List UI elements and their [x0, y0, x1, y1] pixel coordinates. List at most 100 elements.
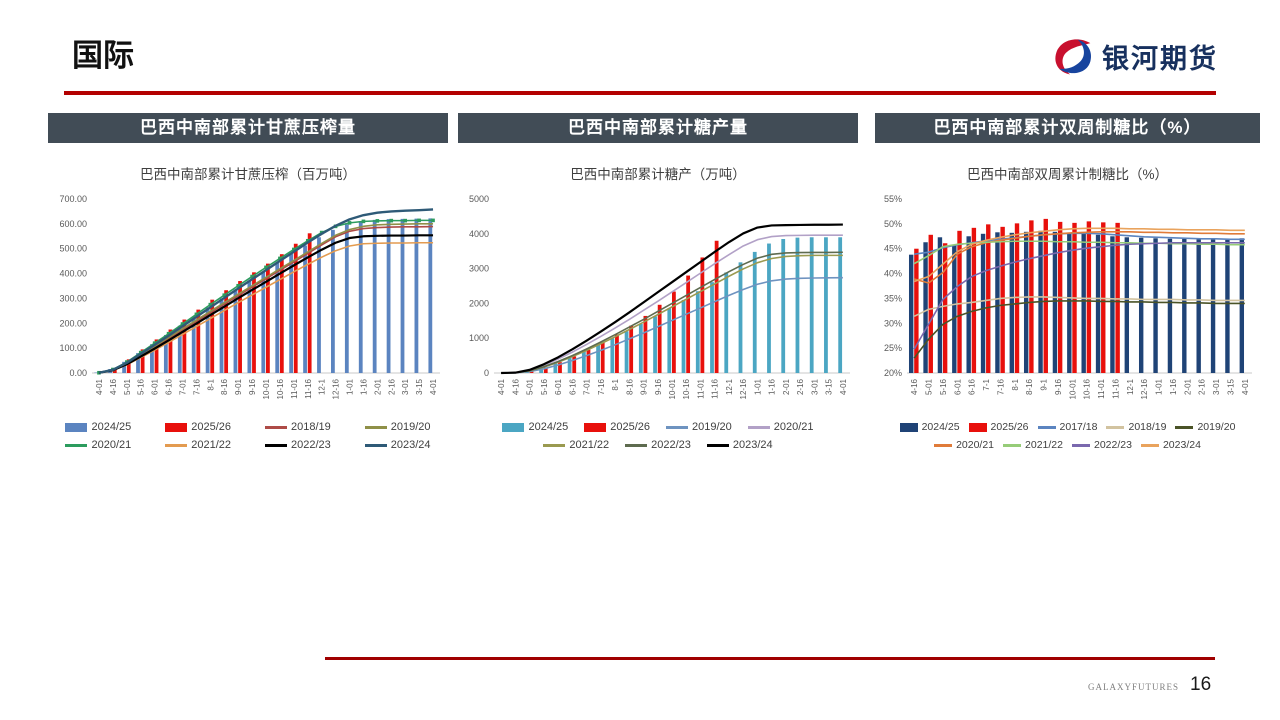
svg-text:2-16: 2-16: [387, 378, 396, 395]
svg-text:6-01: 6-01: [151, 378, 160, 395]
svg-text:1-01: 1-01: [753, 378, 762, 395]
svg-text:10-01: 10-01: [262, 378, 271, 399]
legend-item-2019/20: 2019/20: [666, 421, 732, 433]
svg-text:1-16: 1-16: [1169, 378, 1178, 395]
svg-text:4-16: 4-16: [109, 378, 118, 395]
legend-item-2022/23: 2022/23: [265, 439, 331, 451]
legend-label: 2022/23: [291, 439, 331, 451]
svg-text:2-16: 2-16: [796, 378, 805, 395]
svg-text:700.00: 700.00: [59, 194, 87, 204]
legend-swatch: [1106, 425, 1125, 429]
legend-swatch: [968, 422, 987, 432]
panel-cane-crush: 巴西中南部累计甘蔗压榨量 巴西中南部累计甘蔗压榨（百万吨） 0.00 100.00…: [48, 113, 448, 457]
line-2023/24: [501, 223, 843, 375]
legend-item-2025/26: 2025/26: [584, 421, 650, 433]
legend-label: 2018/19: [291, 421, 331, 433]
svg-text:4000: 4000: [469, 229, 489, 239]
bars-2024/25: [510, 237, 843, 373]
svg-text:8-1: 8-1: [611, 378, 620, 390]
svg-text:40%: 40%: [884, 269, 902, 279]
line-2021/22: [913, 240, 1245, 265]
svg-text:9-1: 9-1: [1040, 378, 1049, 390]
svg-text:20%: 20%: [884, 368, 902, 378]
svg-text:4-01: 4-01: [839, 378, 848, 395]
panel-header-sugar-mix-ratio: 巴西中南部累计双周制糖比（%）: [875, 113, 1260, 143]
legend-swatch: [65, 422, 88, 432]
legend-swatch: [165, 443, 188, 447]
legend-item-2019/20: 2019/20: [364, 421, 431, 433]
line-2023/24: [913, 227, 1245, 283]
bottom-divider: [325, 657, 1215, 660]
legend-swatch: [1003, 443, 1022, 447]
svg-text:400.00: 400.00: [59, 269, 87, 279]
page-number: 16: [1190, 674, 1212, 695]
svg-text:6-16: 6-16: [968, 378, 977, 395]
galaxy-swirl-icon: [1055, 39, 1092, 75]
legend-sugar-mix-ratio: 2024/25 2025/26 2017/18 2018/19 2019/20 2020/…: [875, 421, 1260, 451]
svg-text:55%: 55%: [884, 194, 902, 204]
svg-text:7-16: 7-16: [597, 378, 606, 395]
svg-text:5-01: 5-01: [526, 378, 535, 395]
svg-text:8-16: 8-16: [220, 378, 229, 395]
bars-2025/26: [515, 240, 719, 373]
legend-label: 2020/21: [91, 439, 132, 451]
svg-text:12-1: 12-1: [1126, 378, 1135, 395]
legend-item-2024/25: 2024/25: [502, 421, 568, 433]
legend-item-2023/24: 2023/24: [706, 439, 773, 451]
legend-swatch: [666, 425, 688, 429]
legend-swatch: [1037, 425, 1056, 429]
legend-label: 2023/24: [1162, 439, 1201, 451]
svg-text:6-16: 6-16: [165, 378, 174, 395]
panel-header-cane-crush: 巴西中南部累计甘蔗压榨量: [48, 113, 448, 143]
line-2022/23: [913, 241, 1245, 350]
svg-text:5-16: 5-16: [540, 378, 549, 395]
line-2023/24: [98, 208, 434, 374]
svg-text:600.00: 600.00: [59, 219, 87, 229]
legend-item-2021/22: 2021/22: [543, 439, 609, 451]
chart-title-sugar-mix-ratio: 巴西中南部双周累计制糖比（%）: [966, 167, 1168, 182]
svg-text:4-01: 4-01: [497, 378, 506, 395]
svg-text:7-1: 7-1: [982, 378, 991, 390]
svg-text:5-01: 5-01: [925, 378, 934, 395]
legend-swatch: [543, 443, 566, 447]
chart-cane-crush: 0.00 100.00 200.00 300.00 400.00 500.00 600.00…: [59, 194, 440, 399]
svg-text:8-16: 8-16: [625, 378, 634, 395]
svg-text:9-01: 9-01: [234, 378, 243, 395]
legend-item-2022/23: 2022/23: [1072, 439, 1132, 451]
legend-label: 2017/18: [1059, 421, 1098, 433]
legend-label: 2021/22: [191, 439, 231, 451]
line-2018/19: [913, 296, 1245, 318]
legend-label: 2025/26: [191, 421, 231, 433]
svg-text:8-1: 8-1: [206, 378, 215, 390]
chart-sugar-output: 0 1000 2000 3000 4000 5000 4-01 4-16 5-01 5-16 6-0…: [469, 194, 850, 399]
legend-swatch: [706, 443, 729, 447]
svg-text:2-01: 2-01: [1183, 378, 1192, 395]
svg-text:3-15: 3-15: [825, 378, 834, 395]
svg-text:11-01: 11-01: [290, 378, 299, 398]
legend-swatch: [364, 425, 387, 429]
line-2020/21: [501, 234, 843, 374]
svg-text:5000: 5000: [469, 194, 489, 204]
svg-text:1000: 1000: [469, 333, 489, 343]
legend-cane-crush: 2024/25 2025/26 2018/19 2019/20 2020/21 2021/…: [48, 421, 448, 451]
svg-text:8-1: 8-1: [1011, 378, 1020, 390]
legend-label: 2023/24: [390, 439, 431, 451]
svg-text:3-15: 3-15: [1226, 378, 1235, 395]
legend-swatch: [364, 443, 387, 447]
svg-text:12-16: 12-16: [1140, 378, 1149, 399]
legend-item-2018/19: 2018/19: [265, 421, 331, 433]
svg-text:50%: 50%: [884, 219, 902, 229]
panel-sugar-mix-ratio: 巴西中南部累计双周制糖比（%） 巴西中南部双周累计制糖比（%） 20% 25% 30…: [875, 113, 1260, 457]
svg-text:10-01: 10-01: [668, 378, 677, 399]
svg-text:12-16: 12-16: [739, 378, 748, 399]
svg-text:4-01: 4-01: [95, 378, 104, 395]
page-title: 国际: [72, 38, 134, 73]
legend-swatch: [265, 425, 287, 429]
legend-label: 2024/25: [91, 421, 132, 433]
svg-text:45%: 45%: [884, 244, 902, 254]
brand-logo: 银河期货: [1050, 34, 1218, 78]
legend-item-2020/21: 2020/21: [65, 439, 131, 451]
svg-text:4-16: 4-16: [511, 378, 520, 395]
line-2019/20: [501, 276, 843, 374]
legend-swatch: [1072, 443, 1090, 447]
